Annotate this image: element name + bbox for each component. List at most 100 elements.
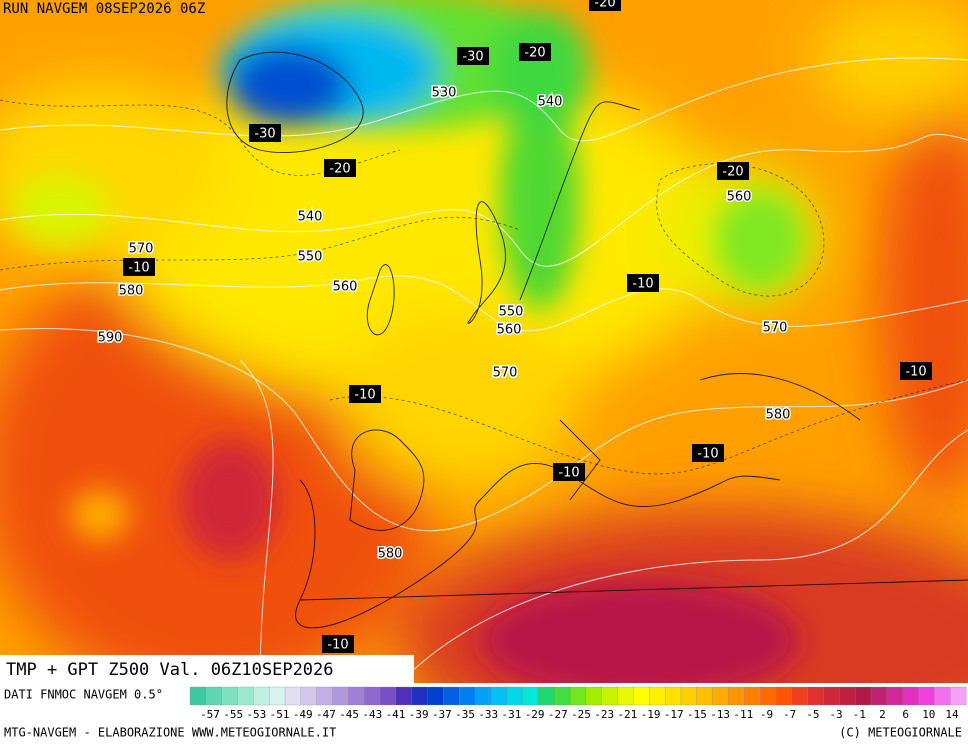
scale-swatch (886, 686, 904, 706)
scale-swatch (300, 686, 318, 706)
scale-swatch (522, 686, 539, 706)
scale-label: -47 (316, 708, 336, 721)
height-label: 540 (298, 210, 323, 225)
scale-swatch (950, 686, 967, 706)
scale-swatch (348, 686, 365, 706)
height-label: 530 (432, 86, 457, 101)
scale-label: -23 (594, 708, 614, 721)
scale-label: -13 (710, 708, 730, 721)
scale-label: 14 (945, 708, 959, 721)
scale-swatch (664, 686, 682, 706)
temperature-label: -10 (905, 365, 926, 380)
height-label: 560 (497, 323, 522, 338)
height-label: 580 (378, 547, 403, 562)
scale-swatch (443, 686, 460, 706)
scale-label: -17 (664, 708, 684, 721)
scale-swatch (617, 686, 634, 706)
scale-label: -27 (548, 708, 568, 721)
scale-label: -9 (760, 708, 773, 721)
scale-swatch (696, 686, 714, 706)
scale-label: -3 (829, 708, 842, 721)
height-contours (0, 57, 968, 683)
scale-label: -19 (641, 708, 661, 721)
scale-swatch (759, 686, 777, 706)
scale-swatch (459, 686, 476, 706)
scale-label: -15 (687, 708, 707, 721)
temperature-label: -10 (558, 466, 579, 481)
scale-swatch (569, 686, 587, 706)
map-title: TMP + GPT Z500 Val. 06Z10SEP2026 (6, 660, 334, 680)
scale-swatch (538, 686, 555, 706)
temperature-label-box (123, 258, 155, 276)
temperature-label: -30 (462, 50, 483, 65)
temperature-label: -10 (632, 277, 653, 292)
temperature-label-box (692, 444, 724, 462)
map-labels: -20 -30 -20 -30 -20 -10 -20 -10 -10 -10 -10 -10 -10 5… (96, 0, 932, 653)
scale-label: -41 (386, 708, 406, 721)
scale-swatch (870, 686, 888, 706)
scale-swatch (712, 686, 729, 706)
temperature-label-box (249, 124, 281, 142)
title-box (0, 655, 414, 683)
temperature-label-box (900, 362, 932, 380)
temperature-label-box (457, 47, 489, 65)
scale-label: -21 (617, 708, 637, 721)
scale-swatch (839, 686, 856, 706)
scale-label: -5 (806, 708, 819, 721)
temperature-label: -10 (354, 388, 375, 403)
scale-swatch (728, 686, 745, 706)
scale-swatch (316, 686, 333, 706)
scale-label: -43 (362, 708, 382, 721)
scale-swatch (902, 686, 919, 706)
scale-swatch (189, 686, 207, 706)
temperature-label: -10 (327, 638, 348, 653)
scale-swatch (284, 686, 302, 706)
scale-swatch (601, 686, 619, 706)
scale-swatch (506, 686, 524, 706)
scale-label: 10 (922, 708, 935, 721)
scale-label: -37 (432, 708, 452, 721)
scale-swatch (395, 686, 413, 706)
scale-swatch (918, 686, 935, 706)
run-info: RUN NAVGEM 08SEP2026 06Z (3, 1, 205, 17)
height-label: 540 (538, 95, 563, 110)
scale-swatch (633, 686, 650, 706)
scale-label: -55 (223, 708, 243, 721)
color-scale: -57 -55 -53 -51 -49 -47 -45 -43 -41 -39 -37 -35 -33-… (189, 686, 967, 721)
data-source: DATI FNMOC NAVGEM 0.5° (4, 688, 163, 702)
scale-label: 2 (879, 708, 886, 721)
footer-right: (C) METEOGIORNALE (839, 726, 962, 740)
scale-swatch (474, 686, 492, 706)
coastlines (226, 51, 968, 629)
temperature-label: -30 (254, 127, 275, 142)
scale-label: -25 (571, 708, 591, 721)
temperature-label: -20 (594, 0, 615, 11)
scale-swatch (332, 686, 349, 706)
temperature-label-box (627, 274, 659, 292)
scale-swatch (490, 686, 508, 706)
temperature-label-box (519, 43, 551, 61)
scale-label: -45 (339, 708, 359, 721)
scale-label: -39 (409, 708, 429, 721)
scale-label: -49 (293, 708, 313, 721)
footer-left: MTG-NAVGEM - ELABORAZIONE WWW.METEOGIORN… (4, 726, 336, 740)
scale-label: -33 (478, 708, 498, 721)
scale-swatch (585, 686, 603, 706)
temperature-label: -10 (128, 261, 149, 276)
temperature-label: -20 (722, 165, 743, 180)
height-label: 560 (333, 280, 358, 295)
scale-swatch (427, 686, 444, 706)
scale-label: -51 (270, 708, 290, 721)
scale-swatch (680, 686, 698, 706)
height-label: 560 (727, 190, 752, 205)
scale-swatch (205, 686, 223, 706)
height-label: 580 (119, 284, 144, 299)
height-label: 570 (493, 366, 518, 381)
height-label: 580 (766, 408, 791, 423)
scale-swatch (364, 686, 381, 706)
scale-label: -31 (502, 708, 522, 721)
scale-swatch (649, 686, 666, 706)
